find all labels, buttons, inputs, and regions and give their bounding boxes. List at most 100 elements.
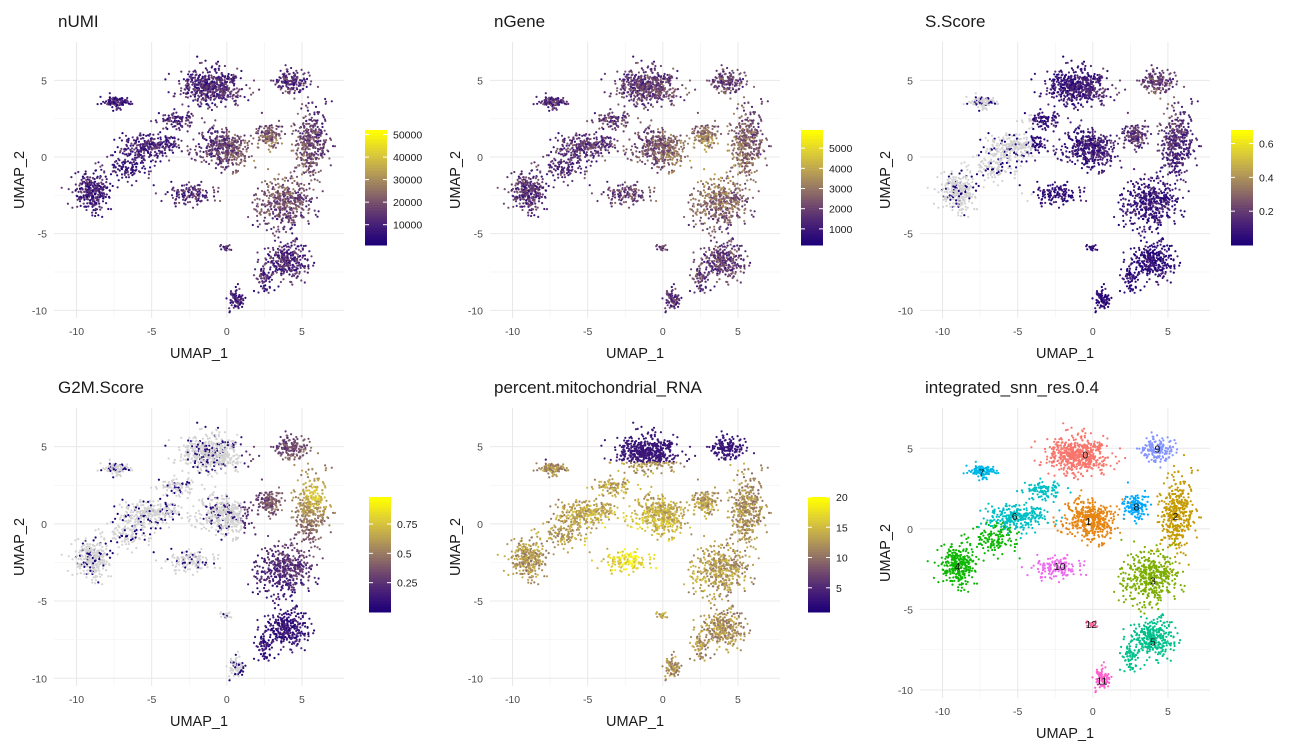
cell-point bbox=[309, 138, 312, 141]
cell-point bbox=[178, 82, 181, 85]
cell-point bbox=[210, 66, 213, 69]
cell-point bbox=[663, 88, 666, 91]
cell-point bbox=[245, 150, 248, 153]
cell-point bbox=[274, 83, 277, 86]
cell-point bbox=[304, 115, 307, 118]
cell-point bbox=[232, 93, 235, 97]
cell-point bbox=[200, 117, 204, 120]
cell-point bbox=[88, 178, 91, 181]
cell-point bbox=[149, 137, 152, 140]
cell-point bbox=[675, 161, 678, 165]
cell-point bbox=[141, 167, 144, 170]
cell-point bbox=[78, 200, 82, 203]
cell-point bbox=[692, 219, 695, 222]
cell-point bbox=[177, 138, 180, 141]
cell-point bbox=[738, 130, 742, 133]
cell-point bbox=[191, 196, 194, 199]
cell-point bbox=[302, 84, 305, 87]
cell-point bbox=[287, 88, 290, 91]
cell-point bbox=[738, 187, 741, 190]
cell-point bbox=[255, 127, 258, 131]
cell-point bbox=[109, 101, 112, 104]
cell-point bbox=[622, 80, 625, 83]
cell-point bbox=[726, 143, 730, 146]
cell-point bbox=[281, 81, 284, 84]
cell-point bbox=[308, 170, 311, 174]
cell-point bbox=[182, 78, 185, 81]
cell-point bbox=[628, 99, 631, 102]
cell-point bbox=[291, 181, 294, 185]
cell-point bbox=[752, 137, 756, 140]
cell-point bbox=[223, 82, 226, 85]
cell-point bbox=[646, 132, 649, 135]
cell-point bbox=[200, 156, 203, 159]
cell-point bbox=[212, 186, 215, 189]
cell-point bbox=[190, 112, 193, 115]
cell-point bbox=[324, 102, 327, 105]
cell-point bbox=[111, 184, 114, 188]
cell-point bbox=[207, 104, 210, 107]
cell-point bbox=[270, 278, 273, 281]
cell-point bbox=[726, 125, 729, 128]
cell-point bbox=[115, 103, 118, 106]
cell-point bbox=[275, 127, 278, 131]
cell-point bbox=[84, 170, 87, 173]
cell-point bbox=[171, 146, 174, 149]
cell-point bbox=[180, 150, 183, 153]
cell-point bbox=[639, 80, 643, 83]
cell-point bbox=[215, 105, 219, 108]
cell-point bbox=[215, 85, 218, 88]
cell-point bbox=[257, 258, 260, 261]
cell-point bbox=[745, 138, 748, 141]
cell-point bbox=[309, 125, 312, 128]
cell-point bbox=[633, 143, 636, 146]
cell-point bbox=[310, 255, 313, 258]
cell-point bbox=[315, 121, 318, 124]
cell-point bbox=[662, 153, 665, 156]
cell-point bbox=[242, 139, 245, 142]
cell-point bbox=[631, 90, 634, 94]
cell-point bbox=[719, 176, 723, 179]
cell-point bbox=[268, 214, 271, 217]
cell-point bbox=[164, 135, 167, 138]
cell-point bbox=[759, 129, 762, 132]
cell-point bbox=[684, 140, 687, 143]
cell-point bbox=[149, 151, 152, 154]
cell-point bbox=[149, 166, 152, 169]
cell-point bbox=[87, 205, 90, 208]
cell-point bbox=[235, 162, 238, 165]
cell-point bbox=[233, 133, 237, 136]
cell-point bbox=[270, 182, 274, 185]
cell-point bbox=[650, 104, 653, 107]
cell-point bbox=[153, 164, 156, 167]
cell-point bbox=[201, 79, 205, 83]
cell-point bbox=[218, 87, 221, 91]
cell-point bbox=[234, 99, 237, 102]
cell-point bbox=[746, 179, 749, 182]
cell-point bbox=[201, 71, 204, 74]
cell-point bbox=[759, 153, 762, 156]
cell-point bbox=[757, 190, 760, 193]
cell-point bbox=[317, 133, 320, 136]
cell-point bbox=[640, 67, 644, 70]
cell-point bbox=[679, 141, 682, 144]
cell-point bbox=[235, 76, 238, 79]
cell-point bbox=[288, 206, 291, 209]
cell-point bbox=[744, 164, 747, 167]
cell-point bbox=[753, 170, 756, 174]
cell-point bbox=[222, 131, 225, 134]
cell-point bbox=[208, 152, 211, 155]
cell-point bbox=[738, 122, 741, 125]
cell-point bbox=[231, 136, 234, 139]
cell-point bbox=[283, 261, 286, 264]
cell-point bbox=[325, 133, 328, 136]
cell-point bbox=[651, 162, 654, 165]
cell-point bbox=[615, 93, 618, 96]
cell-point bbox=[171, 188, 174, 191]
colorbar-step bbox=[365, 242, 387, 246]
cell-point bbox=[217, 163, 220, 166]
cell-point bbox=[223, 92, 226, 95]
cell-point bbox=[272, 226, 275, 229]
cell-point bbox=[292, 212, 295, 215]
cell-point bbox=[211, 142, 214, 145]
